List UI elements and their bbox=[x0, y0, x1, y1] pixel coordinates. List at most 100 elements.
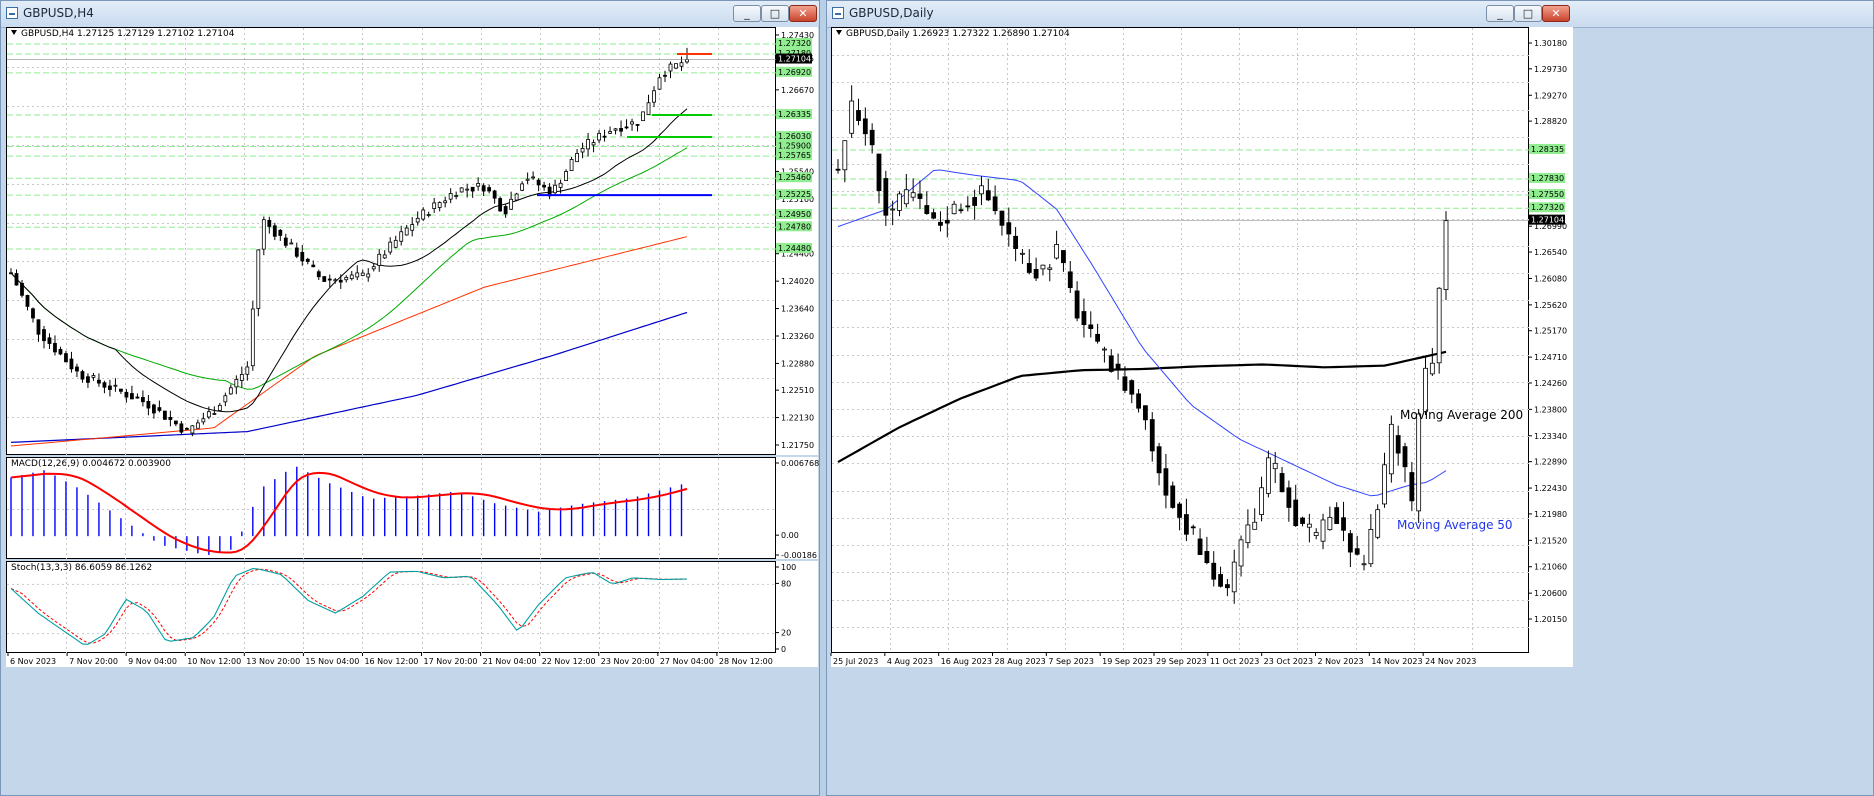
h4-time-axis: 6 Nov 2023 7 Nov 20:00 9 Nov 04:00 10 Nov 1… bbox=[6, 653, 818, 667]
minimize-button[interactable]: _ bbox=[733, 5, 761, 22]
h4-info-label: GBPUSD,H4 1.27125 1.27129 1.27102 1.2710… bbox=[11, 29, 234, 39]
macd-signal-line bbox=[10, 471, 688, 554]
h4-time-label: 13 Nov 20:00 bbox=[246, 657, 300, 666]
h4-candle bbox=[371, 266, 376, 270]
daily-candle bbox=[876, 153, 882, 192]
daily-candle bbox=[1061, 250, 1066, 264]
daily-candle bbox=[897, 193, 902, 211]
daily-candle bbox=[1190, 526, 1196, 529]
h4-candle bbox=[190, 425, 195, 434]
h4-candle bbox=[135, 396, 140, 399]
daily-level-tag: 1.27830 bbox=[1531, 174, 1564, 183]
h4-candle bbox=[553, 184, 557, 194]
daily-candle bbox=[1122, 376, 1128, 391]
close-button[interactable]: ✕ bbox=[789, 5, 817, 22]
stoch-axis-label: 100 bbox=[781, 563, 796, 572]
daily-candle bbox=[890, 208, 896, 211]
h4-candle bbox=[256, 249, 261, 309]
price-axis-label: 1.21750 bbox=[781, 441, 814, 450]
h4-candle bbox=[646, 102, 651, 115]
daily-candle bbox=[1238, 539, 1244, 567]
daily-candle bbox=[1416, 413, 1422, 512]
h4-candle bbox=[360, 272, 365, 276]
h4-candle bbox=[454, 195, 459, 197]
daily-axis-label: 1.29270 bbox=[1534, 91, 1567, 100]
h4-candle bbox=[124, 391, 129, 398]
daily-candle bbox=[862, 118, 868, 135]
h4-window-titlebar[interactable]: GBPUSD,H4 _ □ ✕ bbox=[1, 1, 819, 28]
h4-candle bbox=[217, 404, 222, 411]
close-button[interactable]: ✕ bbox=[1542, 5, 1570, 22]
daily-candle bbox=[1327, 516, 1333, 531]
h4-chart-window[interactable]: GBPUSD,H4 _ □ ✕ GBPUSD,H4 1.27125 1.2712… bbox=[0, 0, 820, 796]
daily-time-axis-svg: 25 Jul 2023 4 Aug 2023 16 Aug 2023 28 Aug 2… bbox=[830, 653, 1476, 666]
daily-candle bbox=[1211, 562, 1217, 580]
h4-macd-plot[interactable]: MACD(12,26,9) 0.004672 0.003900 bbox=[6, 457, 777, 560]
daily-price-plot[interactable]: GBPUSD,Daily 1.26923 1.27322 1.26890 1.2… bbox=[831, 27, 1530, 654]
daily-candle bbox=[1347, 533, 1353, 553]
daily-candle bbox=[1279, 473, 1285, 493]
h4-candle bbox=[624, 126, 629, 129]
daily-time-label: 25 Jul 2023 bbox=[833, 657, 878, 666]
price-axis-label: 1.24020 bbox=[781, 277, 814, 286]
h4-candle bbox=[333, 279, 338, 282]
h4-candle bbox=[316, 271, 321, 278]
price-axis-label: 1.23260 bbox=[781, 332, 814, 341]
daily-candle bbox=[1272, 462, 1278, 470]
ma-blue-line bbox=[10, 311, 688, 443]
daily-chart-window[interactable]: GBPUSD,Daily _ □ ✕ GBPUSD,Daily 1.26923 … bbox=[826, 0, 1874, 796]
h4-time-axis-svg: 6 Nov 2023 7 Nov 20:00 9 Nov 04:00 10 Nov 1… bbox=[7, 653, 773, 666]
daily-candle bbox=[1074, 290, 1080, 319]
h4-macd-chart bbox=[7, 458, 777, 560]
h4-stoch-plot[interactable]: Stoch(13,3,3) 86.6059 86.1262 bbox=[6, 561, 777, 654]
daily-window-titlebar[interactable]: GBPUSD,Daily _ □ ✕ bbox=[827, 1, 1873, 28]
daily-candle bbox=[917, 193, 923, 199]
daily-candle bbox=[1163, 468, 1169, 496]
h4-candle bbox=[404, 227, 409, 236]
daily-candle bbox=[1354, 548, 1360, 555]
daily-candle bbox=[1361, 563, 1367, 566]
h4-candle bbox=[619, 128, 623, 132]
h4-candle bbox=[432, 202, 437, 209]
h4-time-label: 10 Nov 12:00 bbox=[187, 657, 241, 666]
daily-axis-label: 1.25620 bbox=[1534, 301, 1567, 310]
daily-axis-label: 1.24260 bbox=[1534, 379, 1567, 388]
h4-price-plot[interactable]: GBPUSD,H4 1.27125 1.27129 1.27102 1.2710… bbox=[6, 27, 777, 456]
price-axis-label: 1.22510 bbox=[781, 386, 814, 395]
daily-candle bbox=[1156, 446, 1162, 474]
daily-candle bbox=[1436, 287, 1442, 364]
daily-time-label: 19 Sep 2023 bbox=[1102, 657, 1153, 666]
h4-candle bbox=[97, 379, 101, 384]
h4-candle bbox=[234, 378, 239, 388]
maximize-button[interactable]: □ bbox=[761, 5, 789, 22]
daily-candle bbox=[924, 205, 930, 215]
daily-candle bbox=[903, 189, 909, 205]
daily-candle bbox=[1088, 324, 1094, 329]
level-tag: 1.25460 bbox=[778, 173, 811, 182]
daily-candle bbox=[944, 219, 950, 224]
h4-candle bbox=[366, 273, 371, 278]
minimize-button[interactable]: _ bbox=[1486, 5, 1514, 22]
daily-candle bbox=[883, 178, 889, 216]
h4-candle bbox=[503, 206, 508, 215]
h4-window-title: GBPUSD,H4 bbox=[23, 6, 94, 20]
h4-candle bbox=[173, 420, 178, 425]
h4-candle bbox=[113, 384, 118, 387]
h4-stoch-chart bbox=[7, 562, 777, 654]
chart-window-icon bbox=[832, 7, 844, 19]
daily-candle bbox=[1252, 521, 1258, 530]
h4-candle bbox=[294, 247, 299, 257]
h4-candle bbox=[575, 153, 579, 163]
h4-candle bbox=[338, 279, 343, 283]
h4-candle bbox=[382, 254, 387, 259]
daily-time-label: 28 Aug 2023 bbox=[995, 657, 1046, 666]
daily-candle bbox=[1423, 367, 1428, 412]
daily-price-chart bbox=[832, 28, 1530, 654]
h4-candle bbox=[525, 178, 530, 181]
maximize-button[interactable]: □ bbox=[1514, 5, 1542, 22]
h4-candle bbox=[437, 202, 442, 208]
ma200-annotation: Moving Average 200 bbox=[1400, 408, 1524, 422]
h4-candle bbox=[586, 139, 590, 150]
daily-candle bbox=[1115, 363, 1121, 371]
daily-level-tag: 1.27320 bbox=[1531, 203, 1564, 212]
